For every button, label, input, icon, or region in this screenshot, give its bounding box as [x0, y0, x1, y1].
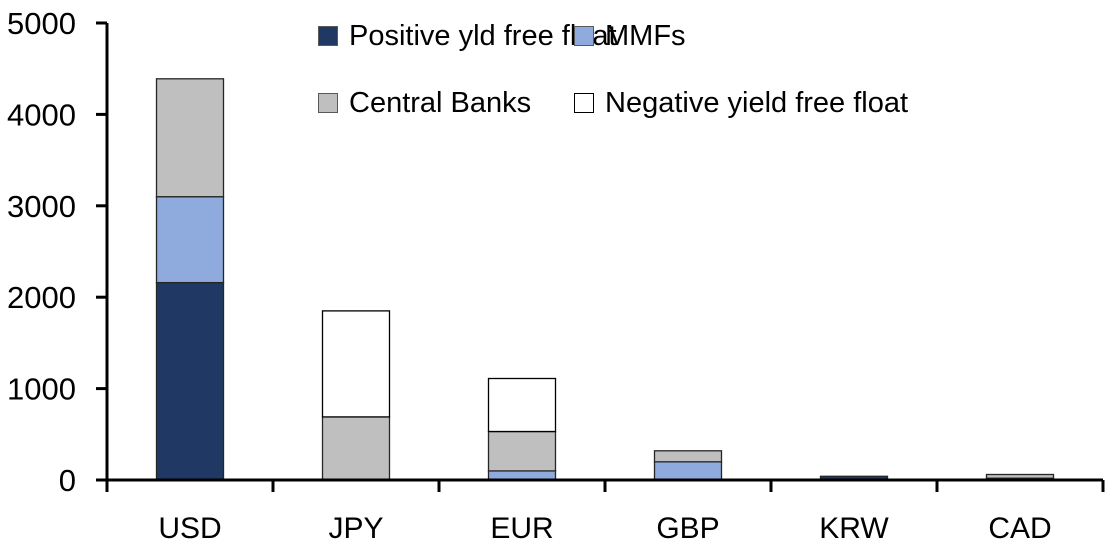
y-tick-label: 5000 — [7, 6, 76, 41]
y-tick-label: 1000 — [7, 372, 76, 407]
x-category-label: GBP — [656, 512, 719, 545]
bar-segment — [155, 78, 225, 198]
bar-segment — [155, 196, 225, 284]
bar-segment — [487, 430, 557, 472]
legend-item-positive-yld-free-float: Positive yld free float — [318, 19, 617, 53]
x-category-label: JPY — [328, 512, 383, 545]
bar-segment — [321, 310, 391, 418]
legend-item-mmfs: MMFs — [574, 19, 686, 53]
x-category-label: USD — [158, 512, 221, 545]
legend-swatch-positive-yld-free-float — [318, 26, 338, 46]
legend-swatch-central-banks — [318, 93, 338, 113]
legend-swatch-mmfs — [574, 26, 594, 46]
legend-label-mmfs: MMFs — [605, 20, 686, 52]
x-category-label: KRW — [819, 512, 889, 545]
legend-swatch-negative-yield-free-float — [574, 93, 594, 113]
legend-label-positive-yld-free-float: Positive yld free float — [349, 20, 617, 52]
y-tick-label: 0 — [59, 463, 76, 498]
bar-segment — [487, 377, 557, 433]
y-tick-label: 4000 — [7, 97, 76, 132]
legend-label-negative-yield-free-float: Negative yield free float — [605, 87, 909, 119]
legend-label-central-banks: Central Banks — [349, 87, 532, 119]
bar-segment — [321, 416, 391, 481]
y-tick-label: 2000 — [7, 280, 76, 315]
legend-item-central-banks: Central Banks — [318, 86, 531, 120]
x-category-label: CAD — [988, 512, 1051, 545]
bar-segment — [155, 281, 225, 481]
bar-segment — [653, 450, 723, 463]
legend-item-negative-yield-free-float: Negative yield free float — [574, 86, 908, 120]
bar-segment — [985, 473, 1055, 479]
y-tick-label: 3000 — [7, 189, 76, 224]
x-category-label: EUR — [490, 512, 553, 545]
bar-segment — [653, 461, 723, 481]
